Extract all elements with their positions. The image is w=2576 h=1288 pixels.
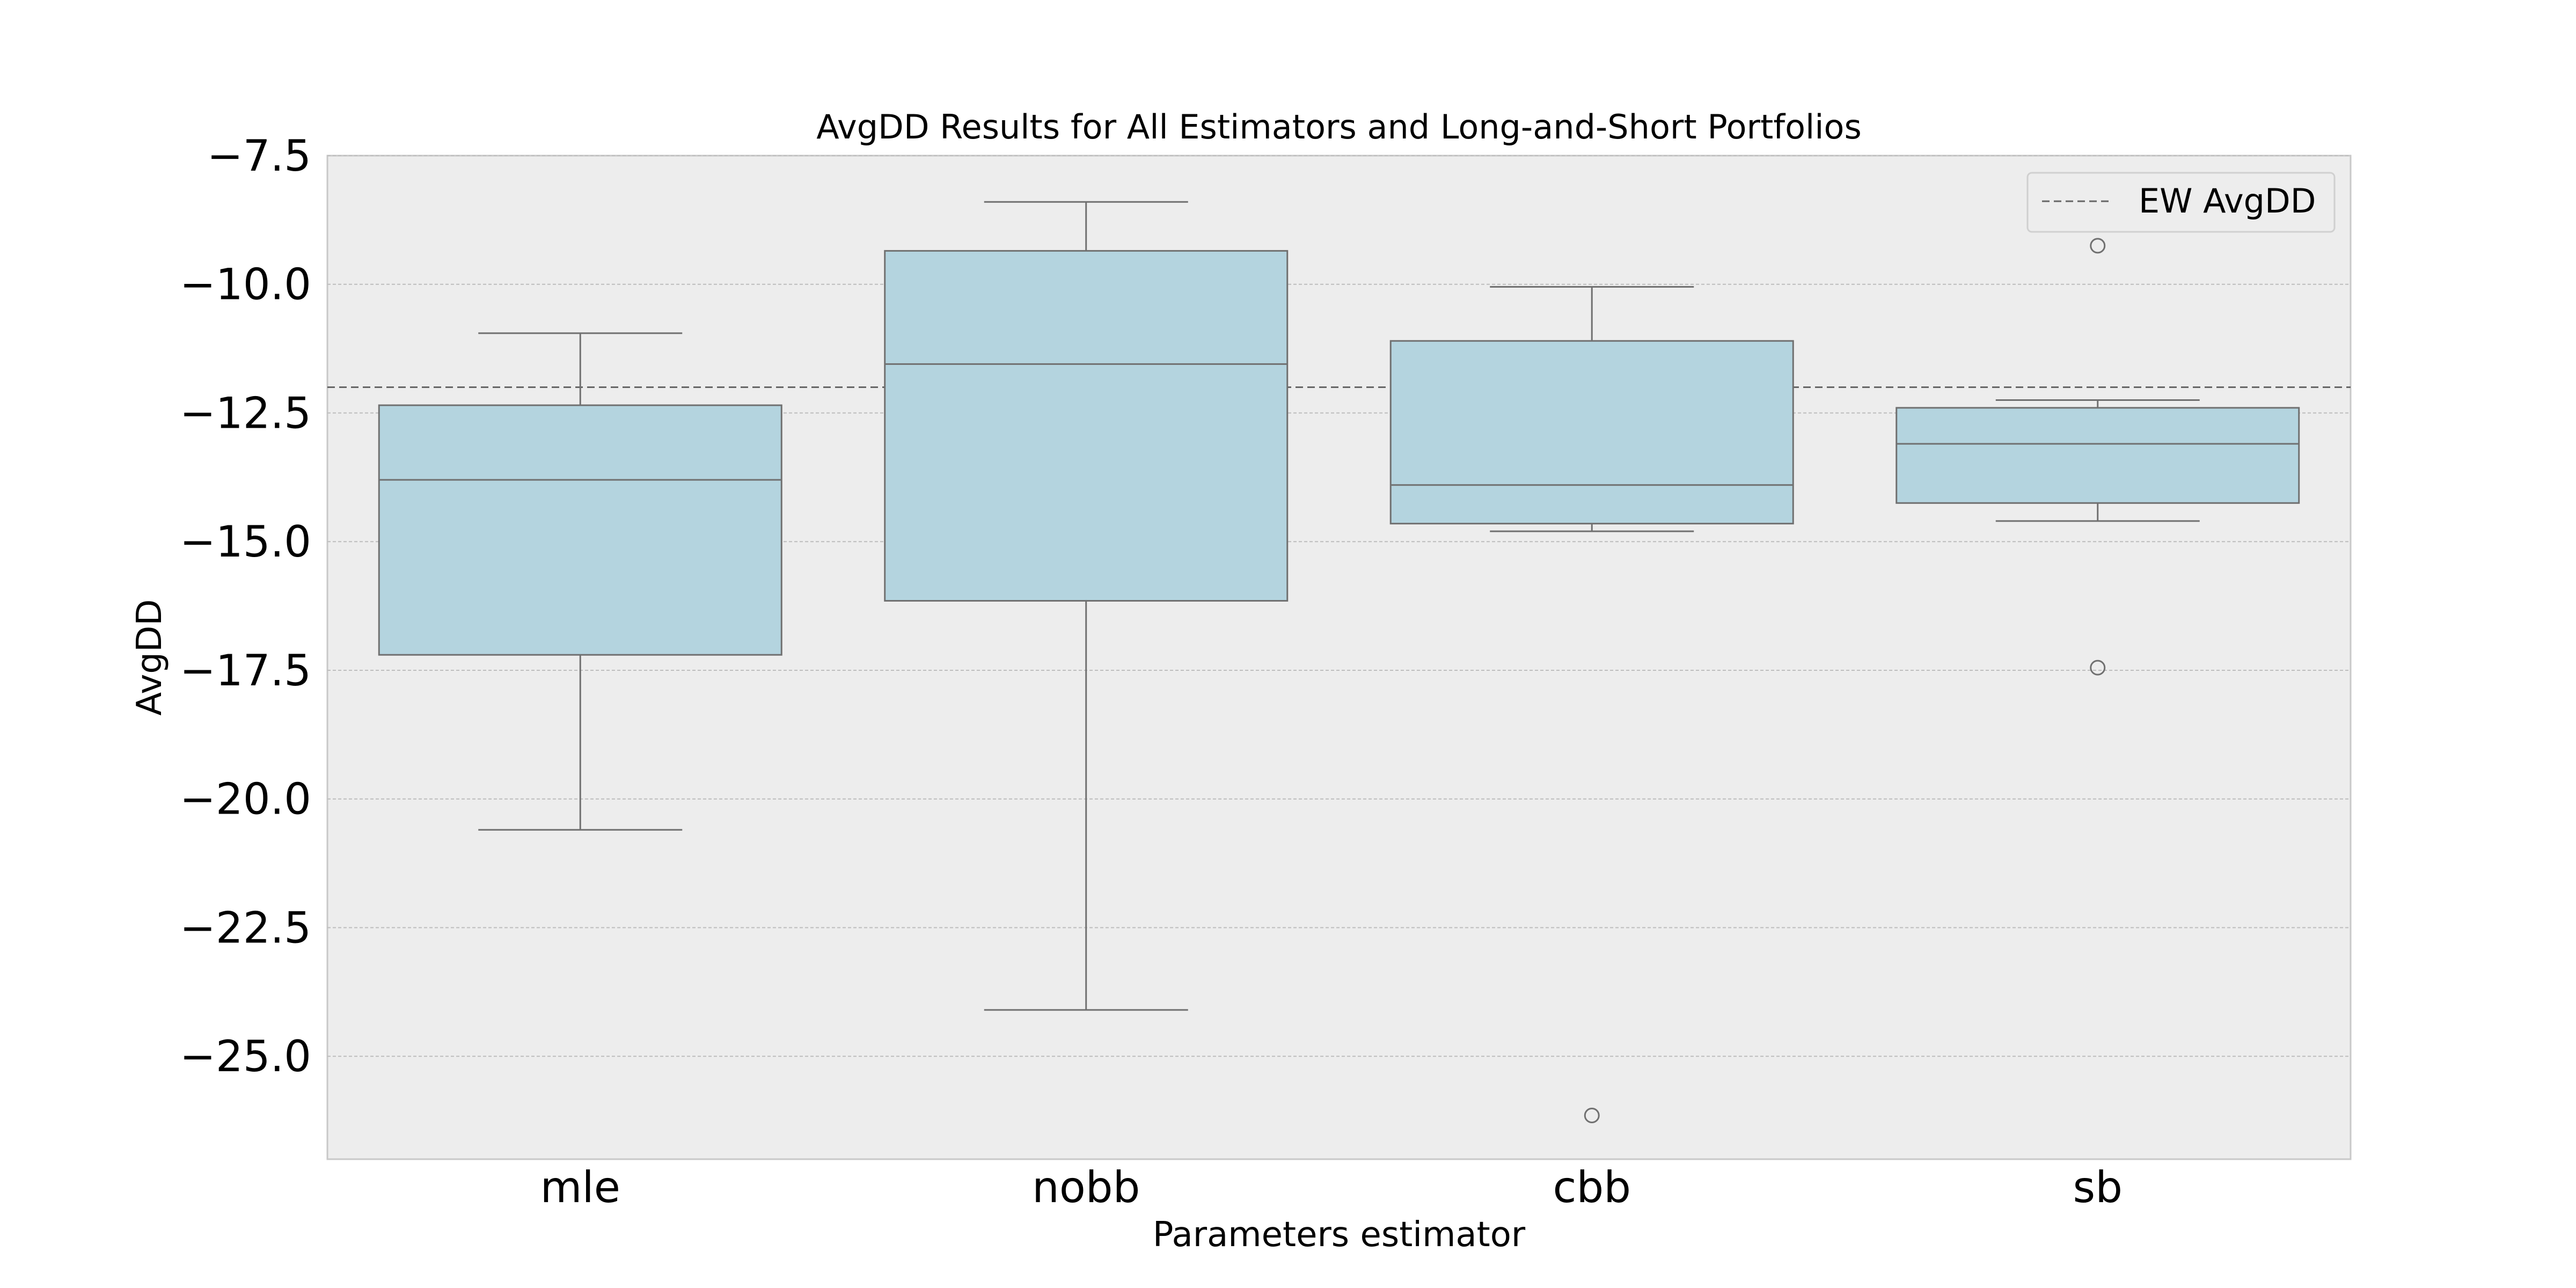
outlier-point [2090,238,2106,254]
y-tick-label: −25.0 [180,1031,311,1081]
x-tick-label: sb [2073,1162,2123,1212]
legend-box [2026,172,2336,233]
plot-area [326,155,2352,1160]
box-group-cbb [1389,286,1794,1123]
y-tick-label: −12.5 [180,388,311,438]
legend: EW AvgDD [2026,172,2336,233]
x-tick-label: nobb [1032,1162,1140,1212]
x-tick-label: cbb [1553,1162,1631,1212]
y-tick-label: −10.0 [180,260,311,310]
chart-title: AvgDD Results for All Estimators and Lon… [816,107,1862,147]
legend-label: EW AvgDD [2139,181,2316,221]
box [378,404,782,656]
x-tick-label: mle [540,1162,620,1212]
x-axis: mle nobb cbb sb [540,1162,2123,1212]
outlier-point [1584,1107,1600,1123]
outlier-point [2090,660,2106,676]
box [1389,340,1794,525]
box [884,250,1289,602]
y-tick-label: −15.0 [180,517,311,567]
y-tick-label: −20.0 [180,774,311,824]
box-group-nobb [884,201,1289,1011]
box [1896,407,2300,504]
y-tick-label: −17.5 [180,646,311,696]
y-axis-label: AvgDD [130,599,170,715]
grid [327,155,2351,1057]
y-axis: −7.5 −10.0 −12.5 −15.0 −17.5 −20.0 −22.5 −25.0 [180,131,311,1081]
box-group-sb [1896,238,2300,676]
y-tick-label: −22.5 [180,903,311,953]
y-tick-label: −7.5 [207,131,311,181]
box-group-mle [378,332,782,831]
boxes [378,201,2300,1123]
x-axis-label: Parameters estimator [1153,1215,1526,1255]
